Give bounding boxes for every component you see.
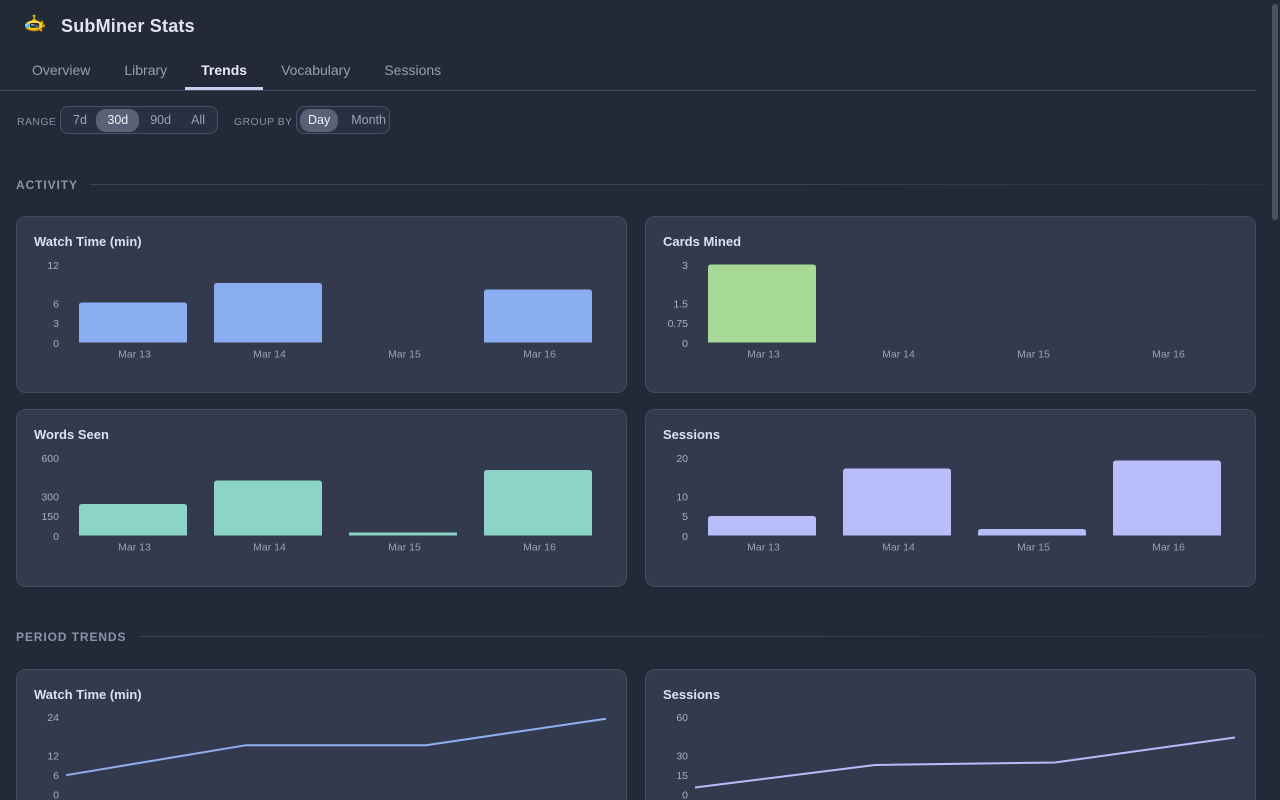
svg-text:20: 20	[676, 453, 688, 465]
svg-text:Mar 16: Mar 16	[1152, 349, 1185, 361]
svg-text:3: 3	[53, 318, 59, 330]
svg-text:30: 30	[676, 751, 688, 763]
svg-text:12: 12	[47, 751, 59, 763]
svg-text:Mar 15: Mar 15	[1017, 542, 1050, 554]
svg-text:6: 6	[53, 770, 59, 782]
svg-text:3: 3	[682, 260, 688, 272]
svg-text:Mar 16: Mar 16	[523, 542, 556, 554]
svg-text:Mar 14: Mar 14	[882, 542, 915, 554]
svg-text:Mar 13: Mar 13	[118, 349, 151, 361]
svg-text:0: 0	[53, 338, 59, 350]
svg-text:Mar 14: Mar 14	[253, 542, 286, 554]
svg-text:Mar 16: Mar 16	[523, 349, 556, 361]
svg-text:12: 12	[47, 260, 59, 272]
svg-text:10: 10	[676, 492, 688, 504]
svg-text:0.75: 0.75	[668, 318, 689, 330]
svg-text:Mar 16: Mar 16	[1152, 542, 1185, 554]
svg-text:6: 6	[53, 299, 59, 311]
svg-text:1.5: 1.5	[673, 299, 688, 311]
svg-text:Mar 13: Mar 13	[747, 349, 780, 361]
svg-text:Mar 15: Mar 15	[388, 542, 421, 554]
svg-text:Mar 13: Mar 13	[747, 542, 780, 554]
svg-text:0: 0	[682, 790, 688, 800]
svg-text:0: 0	[682, 338, 688, 350]
svg-text:Mar 14: Mar 14	[882, 349, 915, 361]
svg-text:5: 5	[682, 511, 688, 523]
svg-text:Mar 13: Mar 13	[118, 542, 151, 554]
svg-text:600: 600	[41, 453, 59, 465]
svg-text:Mar 14: Mar 14	[253, 349, 286, 361]
svg-text:24: 24	[47, 712, 59, 724]
svg-text:Mar 15: Mar 15	[388, 349, 421, 361]
svg-text:150: 150	[41, 511, 59, 523]
svg-text:0: 0	[53, 531, 59, 543]
svg-text:300: 300	[41, 492, 59, 504]
svg-text:0: 0	[682, 531, 688, 543]
svg-text:Mar 15: Mar 15	[1017, 349, 1050, 361]
svg-text:0: 0	[53, 790, 59, 800]
svg-text:60: 60	[676, 712, 688, 724]
svg-text:15: 15	[676, 770, 688, 782]
